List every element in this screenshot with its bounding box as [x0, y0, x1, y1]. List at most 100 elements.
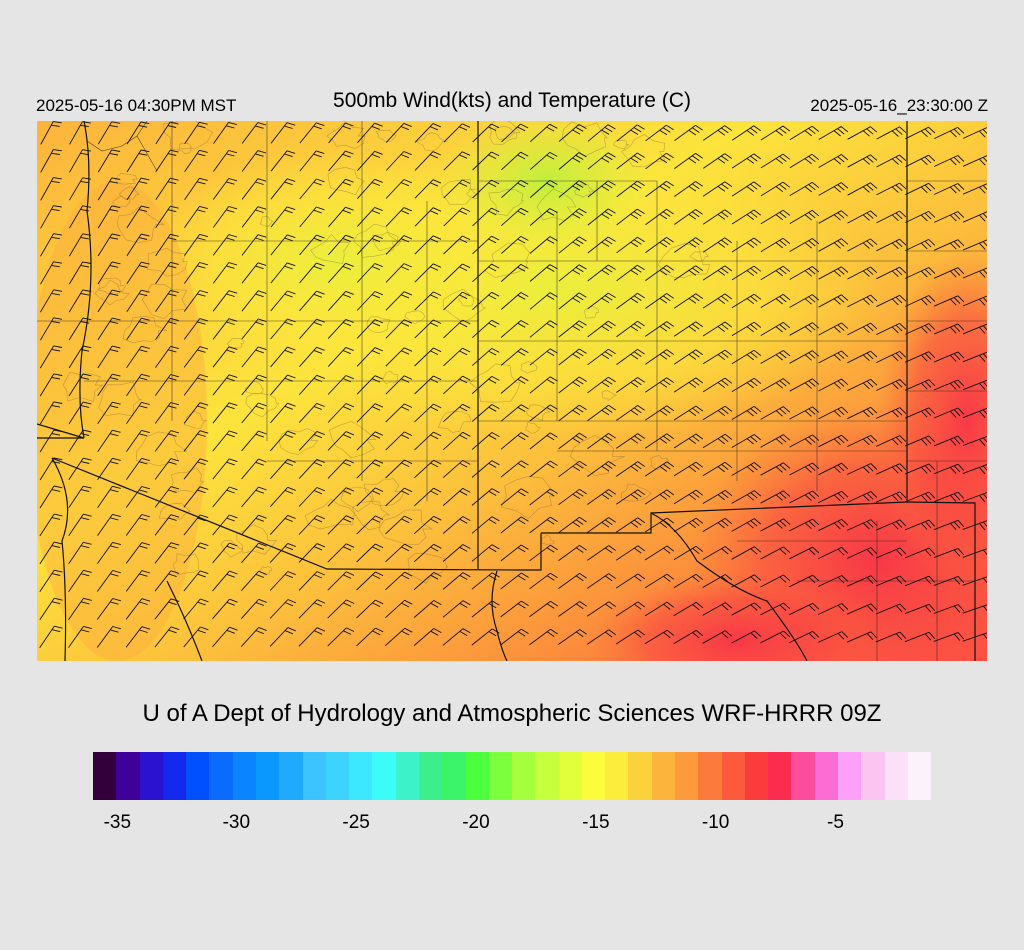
wind-barb [760, 602, 791, 616]
terrain-contour [259, 215, 274, 227]
wind-barb [818, 210, 849, 224]
wind-barb [298, 599, 326, 619]
wind-barb [818, 154, 849, 168]
wind-barb [40, 317, 63, 341]
wind-barb [97, 233, 121, 257]
wind-barb [212, 458, 238, 480]
wind-barb [875, 631, 907, 643]
terrain-contour [340, 486, 374, 513]
colorbar-swatch [838, 752, 862, 800]
wind-barb [414, 123, 442, 143]
wind-barb [183, 318, 209, 340]
wind-barb [501, 236, 529, 254]
wind-barb [270, 458, 296, 479]
wind-barb [962, 295, 987, 307]
wind-barb [644, 545, 675, 561]
wind-barb [184, 121, 208, 144]
wind-barb [529, 460, 558, 478]
wind-barb [356, 599, 384, 619]
wind-barb [212, 598, 238, 620]
wind-barb [471, 376, 500, 394]
wind-barb [673, 349, 703, 365]
wind-barb [414, 431, 442, 451]
wind-barb [472, 123, 500, 143]
wind-barb [327, 627, 355, 647]
terrain-contour [328, 421, 377, 459]
wind-barb [876, 266, 907, 280]
wind-barb [616, 264, 645, 282]
wind-barb [587, 124, 616, 142]
wind-barb [933, 463, 965, 475]
wind-barb [904, 547, 936, 559]
terrain-contour [458, 293, 475, 307]
wind-barb [876, 322, 907, 336]
wind-barb [183, 346, 209, 368]
wind-barb [963, 127, 987, 139]
wind-barb [905, 154, 936, 168]
wind-barb [385, 459, 413, 479]
temperature-colorbar [93, 752, 932, 800]
wind-barb [644, 601, 675, 617]
wind-barb [184, 205, 208, 228]
wind-barb [616, 180, 645, 198]
wind-barb [414, 347, 442, 367]
wind-barb [155, 289, 179, 312]
terrain-contour [304, 498, 357, 530]
wind-barb [587, 208, 616, 226]
wind-barb [39, 597, 63, 621]
wind-barb [126, 373, 150, 396]
wind-barb [962, 576, 987, 586]
wind-barb [645, 124, 674, 142]
wind-barb [818, 518, 849, 532]
wind-barb [558, 236, 587, 254]
terrain-contour [353, 223, 400, 258]
wind-barb [443, 291, 471, 311]
wind-barb [356, 543, 384, 563]
wind-barb [501, 151, 529, 171]
wind-barb [587, 545, 616, 561]
wind-barb [558, 152, 587, 170]
wind-barb [933, 323, 965, 335]
wind-barb [385, 515, 413, 535]
wind-barb [760, 518, 791, 532]
wind-barb [645, 349, 674, 365]
wind-barb [904, 519, 936, 531]
wind-barb [471, 432, 500, 450]
wind-barb [586, 629, 616, 645]
wind-barb [674, 209, 703, 225]
wind-barb [616, 377, 645, 393]
wind-barb [40, 121, 62, 145]
wind-barb [327, 543, 355, 563]
wind-barb [904, 631, 936, 643]
wind-barb [96, 626, 122, 648]
wind-barb [731, 209, 761, 225]
wind-barb [587, 348, 616, 366]
wind-barb [500, 264, 529, 282]
colorbar-tick-label: -20 [462, 812, 490, 833]
wind-barb [731, 349, 762, 365]
wind-barb [270, 402, 296, 424]
wind-barb [673, 517, 704, 533]
wind-barb [818, 603, 849, 615]
wind-barb [126, 121, 150, 145]
wind-barb [674, 265, 703, 281]
wind-barb [241, 290, 267, 312]
model-credit: U of A Dept of Hydrology and Atmospheric… [142, 700, 882, 727]
wind-barb [962, 407, 987, 419]
wind-barb [298, 543, 326, 563]
wind-barb [702, 321, 733, 337]
wind-barb [241, 122, 267, 144]
wind-barb [529, 488, 558, 506]
wind-barb [126, 289, 150, 313]
wind-barb [731, 462, 762, 476]
wind-barb [674, 237, 703, 253]
wind-barb [731, 518, 762, 532]
terrain-contour [689, 250, 709, 262]
wind-barb [876, 350, 907, 364]
wind-barb [184, 149, 208, 172]
terrain-contour [489, 121, 521, 145]
wind-barb [414, 319, 442, 339]
wind-barb [154, 570, 180, 592]
wind-barb [40, 233, 62, 257]
wind-barb [760, 378, 791, 392]
